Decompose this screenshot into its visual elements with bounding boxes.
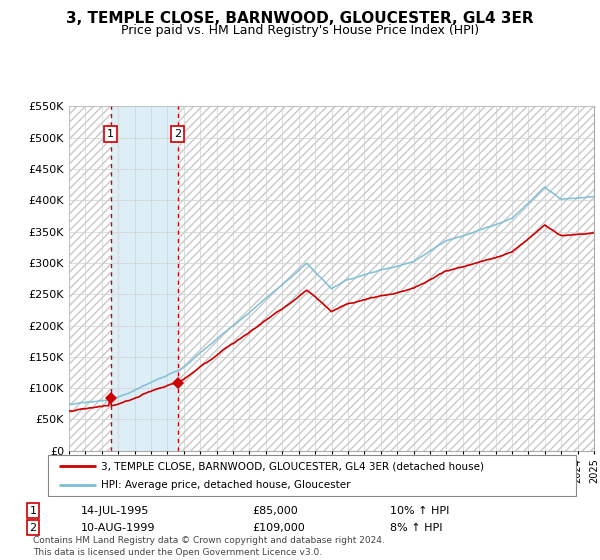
FancyBboxPatch shape — [48, 455, 576, 496]
Text: 3, TEMPLE CLOSE, BARNWOOD, GLOUCESTER, GL4 3ER: 3, TEMPLE CLOSE, BARNWOOD, GLOUCESTER, G… — [66, 11, 534, 26]
Text: £109,000: £109,000 — [252, 522, 305, 533]
Bar — [178, 106, 594, 451]
Text: 3, TEMPLE CLOSE, BARNWOOD, GLOUCESTER, GL4 3ER (detached house): 3, TEMPLE CLOSE, BARNWOOD, GLOUCESTER, G… — [101, 461, 484, 471]
Bar — [110, 106, 178, 451]
Text: HPI: Average price, detached house, Gloucester: HPI: Average price, detached house, Glou… — [101, 480, 350, 489]
Text: Contains HM Land Registry data © Crown copyright and database right 2024.
This d: Contains HM Land Registry data © Crown c… — [33, 536, 385, 557]
Text: 10-AUG-1999: 10-AUG-1999 — [81, 522, 155, 533]
Text: £85,000: £85,000 — [252, 506, 298, 516]
Text: 2: 2 — [174, 129, 181, 139]
Text: 8% ↑ HPI: 8% ↑ HPI — [390, 522, 443, 533]
Text: 1: 1 — [29, 506, 37, 516]
Text: 10% ↑ HPI: 10% ↑ HPI — [390, 506, 449, 516]
Text: 2: 2 — [29, 522, 37, 533]
Text: 14-JUL-1995: 14-JUL-1995 — [81, 506, 149, 516]
Bar — [69, 106, 110, 451]
Text: Price paid vs. HM Land Registry's House Price Index (HPI): Price paid vs. HM Land Registry's House … — [121, 24, 479, 37]
Text: 1: 1 — [107, 129, 114, 139]
